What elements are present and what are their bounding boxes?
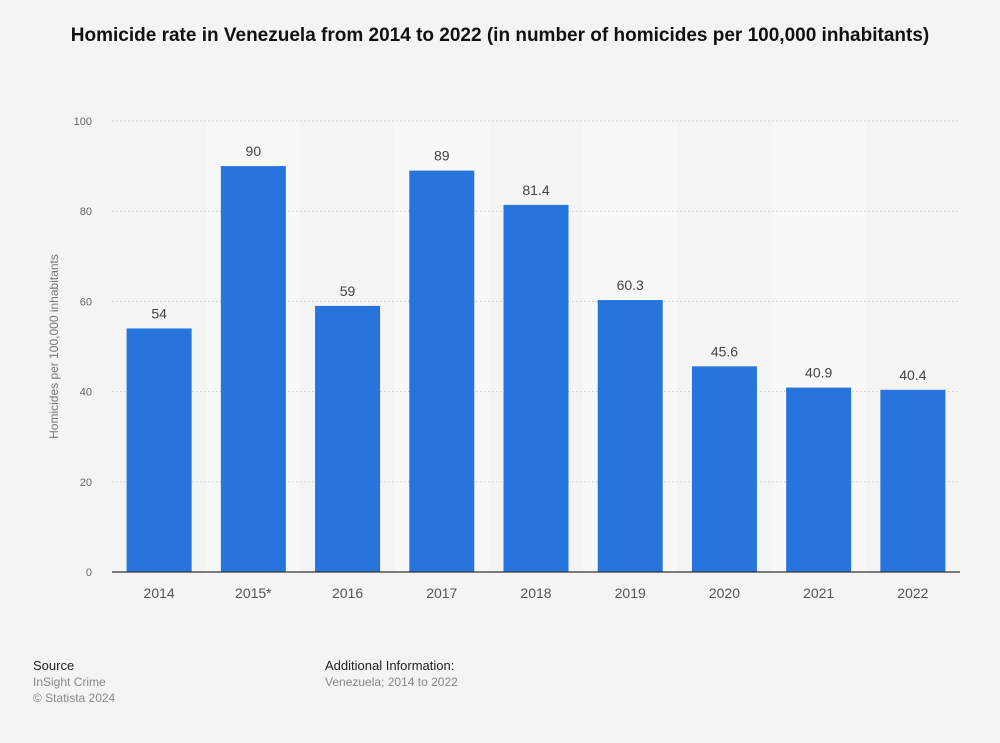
- y-tick-labels: 0 20 40 60 80 100: [74, 116, 92, 579]
- copyright-line: © Statista 2024: [33, 691, 116, 705]
- bar-value-label: 40.9: [805, 365, 832, 381]
- x-tick-label: 2019: [615, 585, 646, 601]
- source-heading: Source: [33, 658, 75, 673]
- x-tick-label: 2018: [520, 585, 551, 601]
- chart-title: Homicide rate in Venezuela from 2014 to …: [70, 25, 930, 46]
- y-tick-label: 20: [80, 477, 92, 489]
- source-line: InSight Crime: [33, 675, 106, 689]
- bar-value-label: 54: [151, 305, 167, 321]
- y-tick-label: 60: [80, 296, 92, 308]
- bar-value-label: 45.6: [711, 343, 738, 359]
- bar-value-label: 90: [246, 143, 262, 159]
- y-tick-label: 100: [74, 116, 92, 128]
- x-tick-label: 2022: [897, 585, 928, 601]
- x-tick-labels: 2014 2015* 2016 2017 2018 2019 2020 2021 2022: [144, 585, 929, 601]
- value-labels: 54 90 59 89 81.4 60.3 45.6 40.9 40.4: [151, 143, 926, 383]
- bar[interactable]: [786, 387, 852, 572]
- x-tick-label: 2017: [426, 585, 457, 601]
- x-tick-label: 2016: [332, 585, 363, 601]
- source-block: Source InSight Crime © Statista 2024: [33, 658, 115, 706]
- x-tick-label: 2020: [709, 585, 740, 601]
- additional-info-block: Additional Information: Venezuela; 2014 …: [325, 658, 458, 690]
- bar[interactable]: [691, 366, 757, 572]
- x-tick-label: 2021: [803, 585, 834, 601]
- bar[interactable]: [315, 305, 381, 572]
- bar[interactable]: [880, 389, 946, 572]
- bar[interactable]: [597, 300, 663, 572]
- bar-value-label: 60.3: [617, 277, 644, 293]
- y-tick-label: 80: [80, 206, 92, 218]
- bar-value-label: 40.4: [899, 367, 926, 383]
- bar[interactable]: [503, 204, 569, 573]
- y-tick-label: 40: [80, 387, 92, 399]
- bar-value-label: 59: [340, 283, 356, 299]
- bar-value-label: 81.4: [522, 182, 549, 198]
- bar-value-label: 89: [434, 148, 450, 164]
- x-tick-label: 2015*: [235, 585, 272, 601]
- bar[interactable]: [126, 328, 192, 572]
- bars: [126, 166, 946, 573]
- additional-info-line: Venezuela; 2014 to 2022: [325, 675, 458, 689]
- bar[interactable]: [220, 166, 286, 572]
- x-tick-label: 2014: [144, 585, 175, 601]
- additional-info-heading: Additional Information:: [325, 658, 455, 673]
- y-tick-label: 0: [86, 567, 92, 579]
- y-axis-label: Homicides per 100,000 inhabitants: [47, 254, 61, 439]
- bar[interactable]: [409, 170, 475, 573]
